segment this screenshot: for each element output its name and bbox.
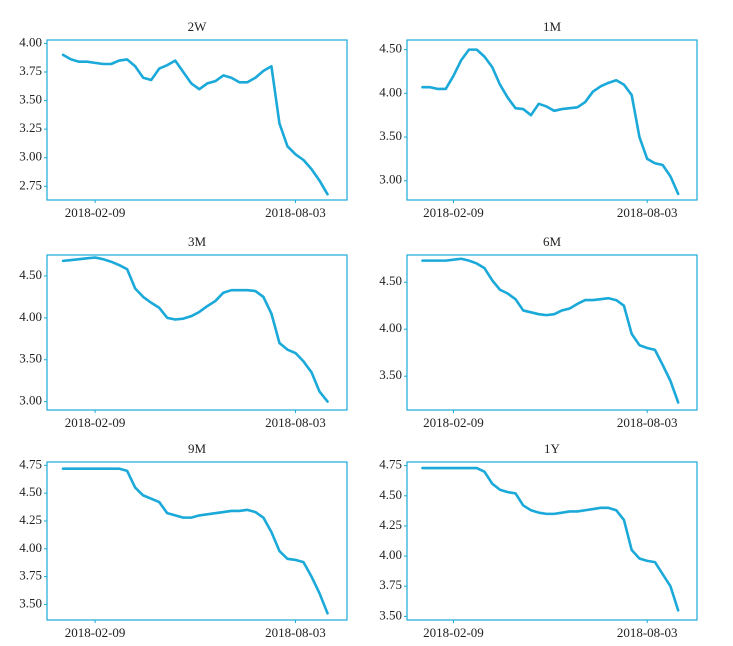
x-tick-label: 2018-08-03 [265,205,326,220]
y-tick-label: 3.00 [19,393,42,408]
y-tick-label: 4.25 [19,512,42,527]
plot-frame [406,39,698,201]
y-tick-label: 4.50 [19,484,42,499]
y-tick-label: 3.25 [19,120,42,135]
x-tick-label: 2018-02-09 [423,625,484,640]
x-tick-label: 2018-08-03 [617,205,678,220]
y-tick-label: 2.75 [19,177,42,192]
series-line [61,467,329,615]
subplot-title: 3M [188,234,207,249]
y-tick-label: 3.50 [379,367,402,382]
y-tick-label: 4.00 [19,34,42,49]
y-tick-label: 3.50 [19,92,42,107]
y-tick-label: 4.00 [379,84,402,99]
series-line [421,466,680,612]
subplot-title: 9M [188,441,207,456]
x-tick-label: 2018-02-09 [65,415,126,430]
subplot-title: 1Y [544,441,561,456]
plot-frame [406,461,698,621]
plot-frame [46,461,348,621]
y-tick-label: 4.75 [19,456,42,471]
y-tick-label: 3.50 [379,128,402,143]
y-tick-label: 4.50 [379,41,402,56]
x-tick-label: 2018-08-03 [265,415,326,430]
series-line [421,48,680,196]
y-tick-label: 4.25 [379,517,402,532]
y-tick-label: 4.00 [379,320,402,335]
plot-frame [46,39,348,201]
subplot-title: 6M [543,234,562,249]
subplot-title: 1M [543,19,562,34]
plot-frame [46,254,348,411]
y-tick-label: 3.50 [379,607,402,622]
y-tick-label: 4.00 [19,540,42,555]
x-tick-label: 2018-02-09 [423,205,484,220]
y-tick-label: 4.50 [379,487,402,502]
series-line [421,257,680,404]
y-tick-label: 3.50 [19,351,42,366]
x-tick-label: 2018-08-03 [265,625,326,640]
x-tick-label: 2018-08-03 [617,625,678,640]
y-tick-label: 3.00 [19,149,42,164]
subplot-title: 2W [188,19,208,34]
x-tick-label: 2018-02-09 [423,415,484,430]
y-tick-label: 4.00 [19,309,42,324]
y-tick-label: 4.50 [19,267,42,282]
y-tick-label: 4.00 [379,547,402,562]
y-tick-label: 4.50 [379,273,402,288]
y-tick-label: 3.00 [379,172,402,187]
y-tick-label: 3.75 [19,568,42,583]
y-tick-label: 3.75 [379,577,402,592]
x-tick-label: 2018-02-09 [65,205,126,220]
y-tick-label: 3.75 [19,63,42,78]
y-tick-label: 4.75 [379,457,402,472]
series-line [61,53,329,196]
x-tick-label: 2018-02-09 [65,625,126,640]
y-tick-label: 3.50 [19,595,42,610]
series-line [61,256,329,403]
x-tick-label: 2018-08-03 [617,415,678,430]
plot-frame [406,254,698,411]
